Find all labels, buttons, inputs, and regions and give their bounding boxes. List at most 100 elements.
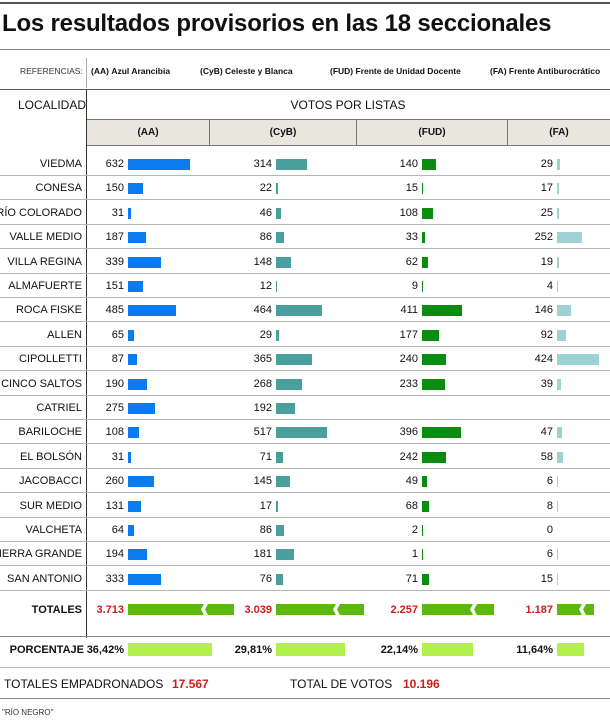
vote-count-fud: 62 xyxy=(405,255,418,268)
vote-bar-aa xyxy=(128,354,137,366)
vote-count-fud: 177 xyxy=(399,328,418,341)
vote-bar-cyb xyxy=(276,427,327,439)
vote-count-aa: 275 xyxy=(105,402,124,414)
table-row: BARILOCHE 108 517 396 47 xyxy=(0,420,610,445)
vote-bar-cyb xyxy=(276,525,285,536)
references-label: REFERENCIAS: xyxy=(20,66,83,76)
vote-bar-aa xyxy=(128,427,139,439)
percent-bar-fa xyxy=(557,643,584,656)
totals-row: TOTALES 3.713 3.039 2.257 1.187 xyxy=(0,594,610,637)
table-row: VALCHETA 64 86 2 0 xyxy=(0,518,610,542)
locality-name: CATRIEL xyxy=(36,402,82,414)
vote-bar-aa xyxy=(128,403,156,414)
vote-bar-fud xyxy=(422,305,463,317)
vote-bar-aa xyxy=(128,525,135,536)
vote-count-fud: 240 xyxy=(399,353,418,366)
table-row: CIPOLLETTI 87 365 240 424 xyxy=(0,347,610,372)
vote-count-aa: 31 xyxy=(111,206,124,219)
vote-count-fa: 146 xyxy=(534,304,553,317)
table-row: ALMAFUERTE 151 12 9 4 xyxy=(0,274,610,298)
vote-bar-aa xyxy=(128,183,143,195)
vote-bar-cyb xyxy=(276,256,291,268)
vote-count-fa: 19 xyxy=(540,255,553,268)
vote-bar-fa xyxy=(557,256,559,268)
vote-count-fud: 242 xyxy=(399,450,418,463)
vote-count-aa: 31 xyxy=(111,450,124,463)
table-row: SAN ANTONIO 333 76 71 15 xyxy=(0,567,610,591)
total-aa: 3.713 xyxy=(96,604,124,616)
vote-bar-cyb xyxy=(276,207,281,219)
vote-count-cyb: 22 xyxy=(259,182,272,195)
vote-bar-fa xyxy=(557,427,562,439)
percent-cyb: 29,81% xyxy=(234,644,272,656)
vote-count-fa: 0 xyxy=(546,524,553,536)
registered-label: TOTALES EMPADRONADOS xyxy=(4,677,164,691)
vote-bar-fud xyxy=(422,159,436,170)
vote-bar-aa xyxy=(128,329,135,341)
vote-bar-fud xyxy=(422,500,429,512)
locality-name: EL BOLSÓN xyxy=(20,450,82,463)
vote-bar-aa xyxy=(128,549,148,561)
locality-name: ALMAFUERTE xyxy=(8,280,82,292)
vote-bar-fud xyxy=(422,256,429,268)
vote-count-cyb: 464 xyxy=(253,304,272,317)
vote-bar-aa xyxy=(128,281,143,292)
vote-bar-fud xyxy=(422,207,433,219)
vote-bar-cyb xyxy=(276,403,295,414)
table-row: CINCO SALTOS 190 268 233 39 xyxy=(0,372,610,396)
registered-value: 17.567 xyxy=(172,677,209,691)
total-bar-cyb xyxy=(276,604,364,615)
vote-bar-aa xyxy=(128,451,132,463)
vote-count-cyb: 268 xyxy=(253,377,272,390)
summary-row: TOTALES EMPADRONADOS 17.567 TOTAL DE VOT… xyxy=(0,669,610,699)
vote-count-fa: 6 xyxy=(546,475,553,488)
locality-name: VALCHETA xyxy=(25,524,82,536)
vote-count-aa: 151 xyxy=(105,280,124,292)
vote-count-cyb: 17 xyxy=(259,499,272,512)
vote-count-aa: 632 xyxy=(105,158,124,170)
vote-count-aa: 333 xyxy=(105,572,124,585)
locality-name: SIERRA GRANDE xyxy=(0,548,82,561)
locality-name: SUR MEDIO xyxy=(19,499,82,512)
total-bar-fa xyxy=(557,604,594,615)
vote-bar-cyb xyxy=(276,573,284,585)
vote-bar-fud xyxy=(422,183,424,195)
vote-bar-cyb xyxy=(276,305,322,317)
table-row: CATRIEL 275 192 xyxy=(0,396,610,420)
vote-count-fud: 411 xyxy=(400,304,418,317)
votes-header: VOTOS POR LISTAS xyxy=(290,98,406,112)
vote-bar-aa xyxy=(128,573,161,585)
table-row: SUR MEDIO 131 17 68 8 xyxy=(0,494,610,518)
vote-count-cyb: 46 xyxy=(259,206,272,219)
vote-count-fa: 47 xyxy=(540,426,553,439)
vote-count-fud: 2 xyxy=(411,524,418,536)
vote-count-aa: 131 xyxy=(105,499,124,512)
top-rule xyxy=(0,2,610,4)
percent-fa: 11,64% xyxy=(516,644,553,656)
vote-count-fa: 8 xyxy=(546,499,553,512)
locality-name: RÍO COLORADO xyxy=(0,206,82,219)
table-row: CONESA 150 22 15 17 xyxy=(0,176,610,201)
vote-bar-fa xyxy=(557,476,558,488)
vote-bar-fa xyxy=(557,305,572,317)
vote-count-cyb: 86 xyxy=(259,524,272,536)
table-row: VALLE MEDIO 187 86 33 252 xyxy=(0,225,610,250)
vote-count-cyb: 12 xyxy=(259,280,272,292)
locality-name: VILLA REGINA xyxy=(7,255,82,268)
total-bar-fud xyxy=(422,604,494,615)
vote-count-fa: 58 xyxy=(540,450,553,463)
locality-name: ROCA FISKE xyxy=(15,304,82,317)
vote-count-fa: 17 xyxy=(540,182,553,195)
vote-count-cyb: 517 xyxy=(253,426,272,439)
vote-count-cyb: 76 xyxy=(259,572,272,585)
vote-count-cyb: 29 xyxy=(259,328,272,341)
total-votes-label: TOTAL DE VOTOS xyxy=(290,677,393,691)
legend-fud: (FUD) Frente de Unidad Docente xyxy=(330,66,461,76)
vote-count-fa: 6 xyxy=(546,548,553,561)
vote-count-cyb: 71 xyxy=(259,450,272,463)
total-votes-value: 10.196 xyxy=(403,677,440,691)
vote-bar-aa xyxy=(128,305,176,317)
vote-count-aa: 87 xyxy=(111,353,124,366)
vote-count-cyb: 192 xyxy=(253,402,272,414)
vote-bar-fud xyxy=(422,329,440,341)
